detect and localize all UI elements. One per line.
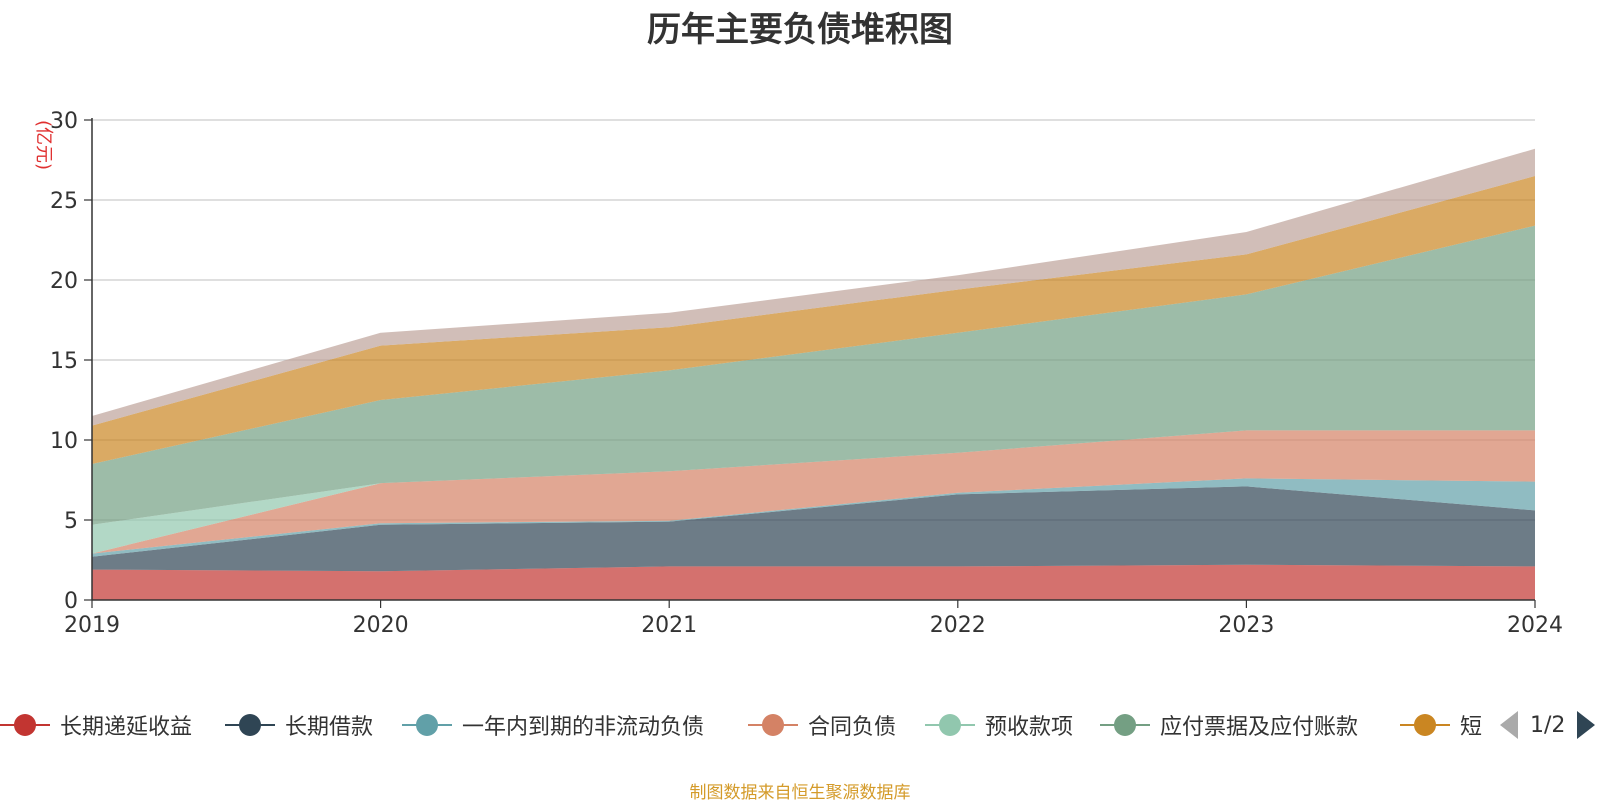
legend-marker-icon bbox=[402, 710, 452, 740]
legend-item[interactable]: 预收款项 bbox=[925, 705, 1073, 745]
legend-marker-icon bbox=[748, 710, 798, 740]
y-tick-label: 15 bbox=[50, 349, 78, 374]
legend-item[interactable]: 长期借款 bbox=[225, 705, 373, 745]
area-series-5 bbox=[92, 225, 1535, 525]
y-tick-label: 30 bbox=[50, 109, 78, 134]
legend-item[interactable]: 合同负债 bbox=[748, 705, 896, 745]
y-tick-label: 5 bbox=[64, 509, 78, 534]
chart-title: 历年主要负债堆积图 bbox=[647, 10, 953, 50]
legend-label: 短 bbox=[1460, 715, 1483, 740]
legend-page-indicator: 1/2 bbox=[1530, 712, 1566, 738]
y-axis-unit-label: (亿元) bbox=[33, 120, 54, 170]
legend: 长期递延收益 长期借款 一年内到期的非流动负债 合同负债 预收款项 应付票据及应付账款 短 bbox=[0, 705, 1600, 745]
area-series bbox=[92, 148, 1535, 600]
y-tick-label: 0 bbox=[64, 589, 78, 614]
x-tick-label: 2020 bbox=[353, 613, 409, 638]
x-tick-label: 2024 bbox=[1507, 613, 1563, 638]
legend-marker-icon bbox=[225, 710, 275, 740]
legend-marker-icon bbox=[0, 710, 50, 740]
area-series-0 bbox=[92, 564, 1535, 600]
area-series-2 bbox=[92, 478, 1535, 557]
legend-item[interactable]: 应付票据及应付账款 bbox=[1100, 705, 1358, 745]
x-tick-label: 2021 bbox=[641, 613, 697, 638]
legend-item[interactable]: 长期递延收益 bbox=[0, 705, 192, 745]
legend-marker-icon bbox=[1100, 710, 1150, 740]
area-series-3 bbox=[92, 430, 1535, 554]
axes bbox=[84, 118, 1536, 608]
legend-pager: 1/2 bbox=[1500, 705, 1596, 745]
legend-label: 一年内到期的非流动负债 bbox=[462, 715, 705, 740]
legend-marker-icon bbox=[925, 710, 975, 740]
source-note: 制图数据来自恒生聚源数据库 bbox=[689, 783, 911, 803]
area-series-6 bbox=[92, 176, 1535, 464]
y-tick-label: 25 bbox=[50, 189, 78, 214]
x-tick-label: 2019 bbox=[64, 613, 120, 638]
y-tick-label: 10 bbox=[50, 429, 78, 454]
x-tick-label: 2023 bbox=[1218, 613, 1274, 638]
legend-label: 长期递延收益 bbox=[60, 715, 193, 740]
area-series-1 bbox=[92, 486, 1535, 572]
legend-next-icon[interactable] bbox=[1577, 711, 1596, 739]
legend-label: 应付票据及应付账款 bbox=[1160, 715, 1359, 740]
legend-label: 合同负债 bbox=[808, 715, 897, 740]
tick-labels: 0 5 10 15 20 25 30 2019 2020 2021 2022 2023 2024 bbox=[50, 109, 1563, 638]
x-tick-label: 2022 bbox=[930, 613, 986, 638]
legend-label: 预收款项 bbox=[985, 715, 1074, 740]
legend-label: 长期借款 bbox=[285, 715, 374, 740]
y-tick-label: 20 bbox=[50, 269, 78, 294]
legend-prev-icon[interactable] bbox=[1500, 711, 1518, 739]
legend-marker-icon bbox=[1400, 710, 1450, 740]
legend-item[interactable]: 短 bbox=[1400, 705, 1490, 745]
legend-item[interactable]: 一年内到期的非流动负债 bbox=[402, 705, 704, 745]
